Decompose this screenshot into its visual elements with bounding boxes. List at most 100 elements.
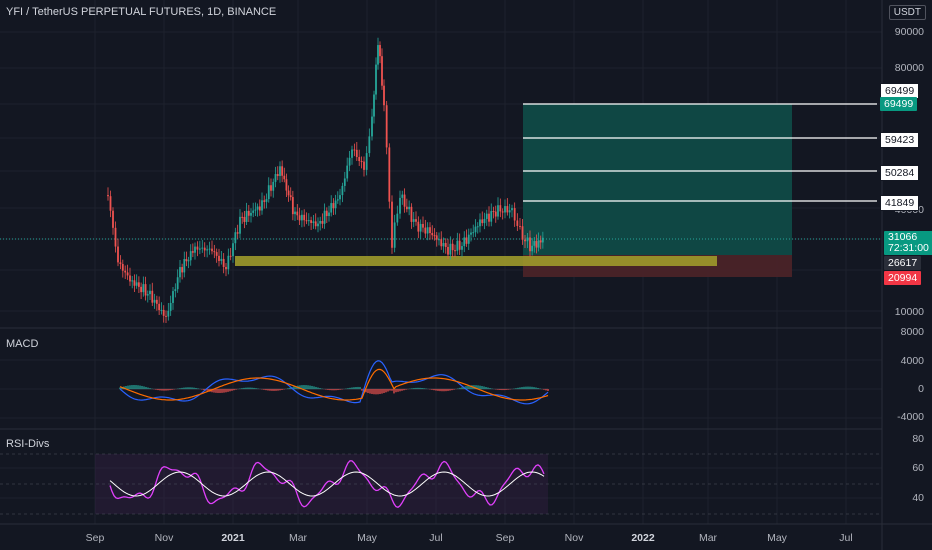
macd-bar (161, 389, 163, 391)
candle-body (321, 220, 324, 224)
candle-body (412, 219, 415, 222)
grid (0, 0, 882, 524)
macd-bar (445, 389, 447, 392)
candle-body (189, 251, 192, 261)
macd-bar (531, 386, 533, 389)
candle-body (254, 209, 257, 211)
candle-body (368, 136, 371, 154)
time-tick: Mar (698, 532, 718, 544)
macd-bar (185, 387, 187, 389)
price-tick: 10000 (894, 306, 924, 318)
macd-bar (141, 385, 143, 389)
candle-body (521, 226, 524, 240)
macd-bar (307, 385, 309, 389)
macd-bar (499, 389, 501, 390)
macd-bar (415, 387, 417, 389)
rsi-tick: 80 (912, 433, 924, 445)
candle-body (444, 243, 447, 247)
candle-body (385, 105, 388, 148)
candle-body (513, 208, 516, 221)
macd-bar (347, 388, 349, 389)
macd-bar (245, 387, 247, 389)
macd-bar (497, 389, 499, 390)
macd-bar (547, 389, 549, 391)
candle-body (524, 239, 526, 242)
time-tick: Jul (429, 532, 443, 544)
candle-body (323, 210, 326, 224)
candle-body (153, 299, 156, 303)
current-price: 31066 (888, 231, 918, 243)
candle-body (328, 212, 330, 217)
candle-body (165, 315, 167, 317)
candle-body (117, 246, 119, 263)
time-tick: Jul (839, 532, 853, 544)
candle-body (403, 194, 406, 207)
candle-body (419, 223, 422, 232)
macd-bar (235, 389, 237, 390)
macd-bar (229, 389, 231, 392)
candle-body (431, 233, 434, 236)
macd-bar (389, 389, 391, 391)
candle-body (433, 235, 436, 237)
candle-body (303, 214, 306, 221)
candle-body (129, 275, 131, 282)
time-tick: 2021 (221, 532, 245, 544)
candle-body (174, 289, 177, 292)
candle-body (317, 223, 319, 227)
candle-body (261, 200, 263, 211)
macd-bar (255, 388, 257, 389)
candle-body (187, 260, 190, 262)
macd-bar (265, 389, 267, 391)
candle-body (158, 303, 161, 311)
candle-body (155, 299, 158, 304)
macd-bar (525, 386, 527, 389)
macd-bar (435, 389, 437, 391)
macd-tick: -4000 (897, 411, 924, 423)
candle-body (298, 215, 301, 221)
macd-bar (377, 389, 379, 395)
macd-bar (181, 387, 183, 389)
candle-body (351, 149, 353, 158)
macd-bar (373, 389, 375, 395)
candle-body (137, 282, 140, 287)
candle-body (243, 216, 246, 222)
macd-bar (165, 389, 167, 391)
candle-body (181, 267, 184, 273)
macd-bar (221, 389, 223, 393)
stop-price-box: 20994 (884, 271, 922, 285)
support-zone[interactable] (235, 256, 717, 266)
candle-body (481, 219, 484, 224)
candle-body (373, 94, 375, 117)
profit-zone[interactable] (523, 104, 792, 255)
candle-body (472, 232, 475, 234)
macd-bar (395, 389, 397, 393)
candle-body (272, 181, 275, 191)
candle-body (533, 241, 536, 246)
candle-body (114, 227, 117, 247)
macd-bar (269, 389, 271, 391)
currency-badge[interactable]: USDT (888, 5, 926, 20)
tp1-box: 41849 (880, 195, 920, 211)
candle-body (377, 45, 379, 65)
macd-bar (361, 389, 363, 391)
macd-bar (215, 389, 217, 393)
time-tick: Sep (85, 532, 105, 544)
candle-body (241, 216, 244, 218)
candle-body (375, 64, 377, 95)
candle-body (222, 258, 225, 267)
candle-body (485, 213, 488, 219)
macd-bar (281, 389, 283, 390)
candle-countdown: 72:31:00 (888, 242, 929, 254)
candle-body (535, 241, 538, 248)
candle-body (314, 221, 317, 227)
candle-body (236, 232, 239, 234)
candle-body (417, 221, 420, 232)
macd-bar (419, 387, 421, 389)
candle-body (506, 206, 509, 213)
candle-body (458, 240, 461, 250)
candle-body (247, 210, 250, 216)
macd-bar (225, 389, 227, 393)
candle-body (142, 284, 145, 293)
candle-body (490, 211, 493, 222)
